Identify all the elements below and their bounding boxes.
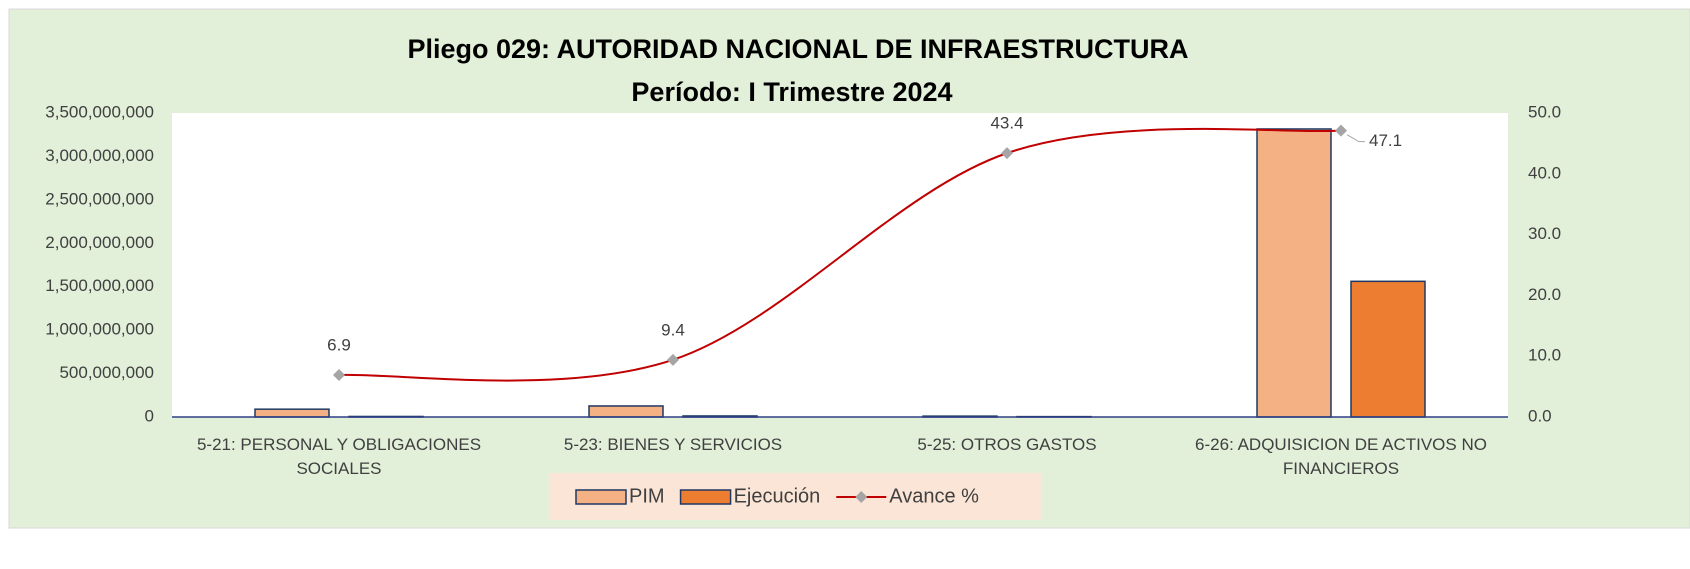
- legend-label: Avance %: [889, 485, 979, 507]
- legend-swatch: [575, 489, 627, 505]
- y-tick-label: 3,000,000,000: [45, 146, 154, 165]
- marker: [1001, 147, 1013, 160]
- legend-label: PIM: [629, 485, 665, 507]
- chart-title: Pliego 029: AUTORIDAD NACIONAL DE INFRAE…: [407, 34, 1188, 64]
- y2-tick-label: 10.0: [1528, 346, 1561, 365]
- y2-tick-label: 30.0: [1528, 224, 1561, 243]
- y-tick-label: 500,000,000: [59, 363, 154, 382]
- legend-label: Ejecución: [734, 485, 821, 507]
- bar: [588, 405, 664, 418]
- y2-tick-label: 0.0: [1528, 406, 1552, 425]
- x-tick-label: 5-23: BIENES Y SERVICIOS: [563, 435, 783, 454]
- line: [338, 127, 1342, 382]
- y2-tick-label: 50.0: [1528, 102, 1561, 121]
- x-tick-label: 5-21: PERSONAL Y OBLIGACIONES SOCIALES: [196, 435, 482, 478]
- x-tick-label: 6-26: ADQUISICION DE ACTIVOS NO FINANCIE…: [1195, 435, 1487, 478]
- bar: [1350, 280, 1426, 418]
- y-tick-label: 2,000,000,000: [45, 233, 154, 252]
- legend-swatch: [679, 489, 732, 505]
- y-tick-label: 2,500,000,000: [45, 189, 154, 208]
- chart-subtitle: Período: I Trimestre 2024: [631, 77, 952, 107]
- x-tick-label: 5-25: OTROS GASTOS: [917, 435, 1097, 454]
- data-label: 43.4: [990, 114, 1023, 133]
- marker: [1335, 124, 1347, 137]
- bar: [254, 408, 330, 418]
- legend-marker: [855, 491, 868, 503]
- y2-tick-label: 20.0: [1528, 285, 1561, 304]
- y2-tick-label: 40.0: [1528, 163, 1561, 182]
- bar: [1256, 128, 1332, 418]
- data-label: 9.4: [661, 320, 685, 339]
- data-label: 6.9: [327, 336, 351, 355]
- legend-box: [549, 473, 1042, 520]
- marker: [667, 353, 679, 366]
- y-tick-label: 3,500,000,000: [45, 102, 154, 121]
- y-tick-label: 1,500,000,000: [45, 276, 154, 295]
- marker: [333, 369, 345, 382]
- data-label: 47.1: [1369, 131, 1402, 150]
- y-tick-label: 0: [145, 406, 154, 425]
- label-leader: [1346, 134, 1365, 143]
- y-tick-label: 1,000,000,000: [45, 320, 154, 339]
